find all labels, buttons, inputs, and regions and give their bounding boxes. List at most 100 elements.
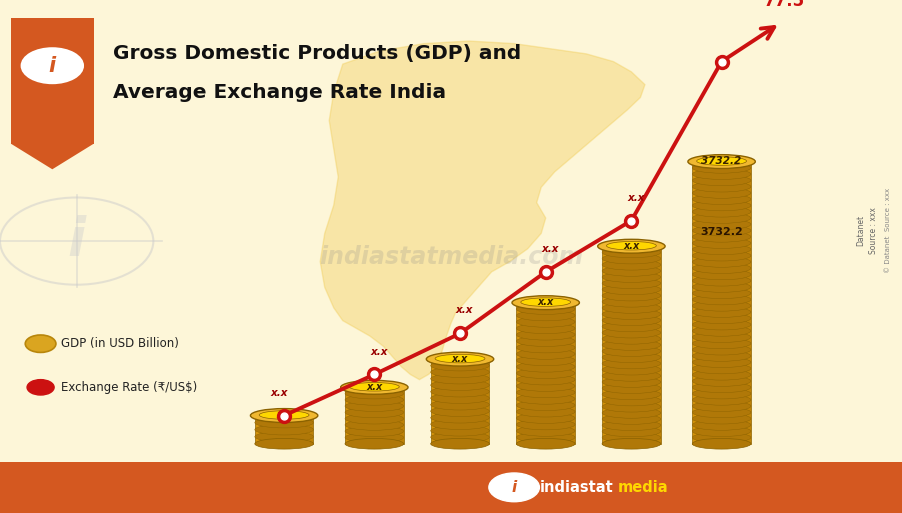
Ellipse shape: [693, 294, 751, 305]
Polygon shape: [320, 41, 645, 380]
Ellipse shape: [693, 350, 751, 361]
Ellipse shape: [693, 319, 751, 330]
Ellipse shape: [693, 326, 751, 336]
Ellipse shape: [602, 407, 661, 418]
Bar: [516, 303, 575, 444]
Ellipse shape: [606, 242, 657, 250]
Ellipse shape: [430, 386, 489, 397]
Ellipse shape: [516, 419, 575, 430]
Ellipse shape: [693, 194, 751, 205]
Text: i: i: [49, 56, 56, 76]
Ellipse shape: [516, 362, 575, 372]
Text: x.x: x.x: [452, 353, 468, 364]
Ellipse shape: [693, 175, 751, 186]
Ellipse shape: [602, 315, 661, 326]
Text: 1980-81: 1980-81: [261, 465, 308, 475]
Ellipse shape: [430, 399, 489, 410]
Text: 1990-91: 1990-91: [351, 465, 398, 475]
Ellipse shape: [520, 298, 571, 306]
Ellipse shape: [693, 439, 751, 449]
Text: x.x: x.x: [456, 306, 474, 315]
Ellipse shape: [602, 426, 661, 437]
Text: i: i: [68, 215, 86, 267]
Ellipse shape: [430, 419, 489, 429]
Text: x.x: x.x: [370, 347, 388, 357]
Ellipse shape: [516, 349, 575, 359]
Circle shape: [22, 48, 83, 83]
Text: Gross Domestic Products (GDP) and: Gross Domestic Products (GDP) and: [113, 44, 521, 64]
Ellipse shape: [693, 225, 751, 236]
Ellipse shape: [435, 354, 485, 363]
Bar: [0, 462, 902, 513]
Ellipse shape: [693, 382, 751, 392]
Ellipse shape: [430, 406, 489, 417]
Bar: [656, 246, 660, 444]
Circle shape: [25, 335, 56, 352]
Ellipse shape: [693, 394, 751, 405]
Ellipse shape: [693, 344, 751, 355]
Bar: [254, 416, 314, 444]
Ellipse shape: [693, 256, 751, 267]
Text: © Datanet  Source : xxx: © Datanet Source : xxx: [885, 188, 890, 273]
Ellipse shape: [693, 401, 751, 411]
Ellipse shape: [602, 266, 661, 277]
Text: x.x: x.x: [623, 241, 640, 251]
Ellipse shape: [693, 275, 751, 286]
Ellipse shape: [430, 432, 489, 443]
Bar: [570, 303, 575, 444]
Bar: [308, 416, 314, 444]
Ellipse shape: [693, 388, 751, 399]
Ellipse shape: [688, 154, 755, 169]
Ellipse shape: [254, 439, 314, 449]
Ellipse shape: [516, 439, 575, 449]
Ellipse shape: [602, 401, 661, 412]
Ellipse shape: [602, 383, 661, 393]
Ellipse shape: [516, 355, 575, 366]
Ellipse shape: [345, 439, 403, 449]
Ellipse shape: [251, 408, 318, 423]
Circle shape: [27, 380, 54, 395]
Text: x.x: x.x: [627, 193, 645, 203]
Ellipse shape: [598, 239, 665, 253]
Ellipse shape: [693, 426, 751, 437]
Ellipse shape: [693, 238, 751, 248]
Ellipse shape: [602, 290, 661, 301]
Ellipse shape: [693, 432, 751, 443]
Ellipse shape: [693, 338, 751, 349]
Ellipse shape: [345, 401, 403, 411]
Ellipse shape: [602, 439, 661, 449]
Ellipse shape: [693, 307, 751, 318]
Ellipse shape: [516, 342, 575, 353]
Bar: [431, 359, 489, 444]
Text: x.x: x.x: [271, 388, 289, 398]
Bar: [746, 162, 750, 444]
Ellipse shape: [516, 329, 575, 340]
Ellipse shape: [602, 309, 661, 320]
Ellipse shape: [516, 426, 575, 436]
Ellipse shape: [345, 388, 403, 399]
Ellipse shape: [693, 213, 751, 223]
Ellipse shape: [516, 387, 575, 398]
Ellipse shape: [693, 376, 751, 386]
Ellipse shape: [602, 278, 661, 289]
Ellipse shape: [602, 333, 661, 344]
Text: indiastat: indiastat: [539, 480, 613, 495]
Ellipse shape: [254, 417, 314, 428]
Ellipse shape: [516, 317, 575, 327]
Ellipse shape: [516, 304, 575, 314]
Text: Datanet: Datanet: [856, 215, 865, 246]
Ellipse shape: [254, 424, 314, 435]
Text: indiastatmedia.com: indiastatmedia.com: [319, 245, 583, 268]
Ellipse shape: [516, 368, 575, 379]
Ellipse shape: [693, 206, 751, 217]
Ellipse shape: [693, 200, 751, 211]
Ellipse shape: [516, 406, 575, 417]
Text: 2010-11: 2010-11: [522, 465, 569, 475]
Ellipse shape: [602, 260, 661, 270]
Ellipse shape: [693, 263, 751, 273]
Ellipse shape: [516, 393, 575, 404]
Ellipse shape: [693, 219, 751, 230]
Ellipse shape: [602, 247, 661, 258]
Ellipse shape: [512, 295, 579, 310]
Bar: [607, 246, 612, 444]
